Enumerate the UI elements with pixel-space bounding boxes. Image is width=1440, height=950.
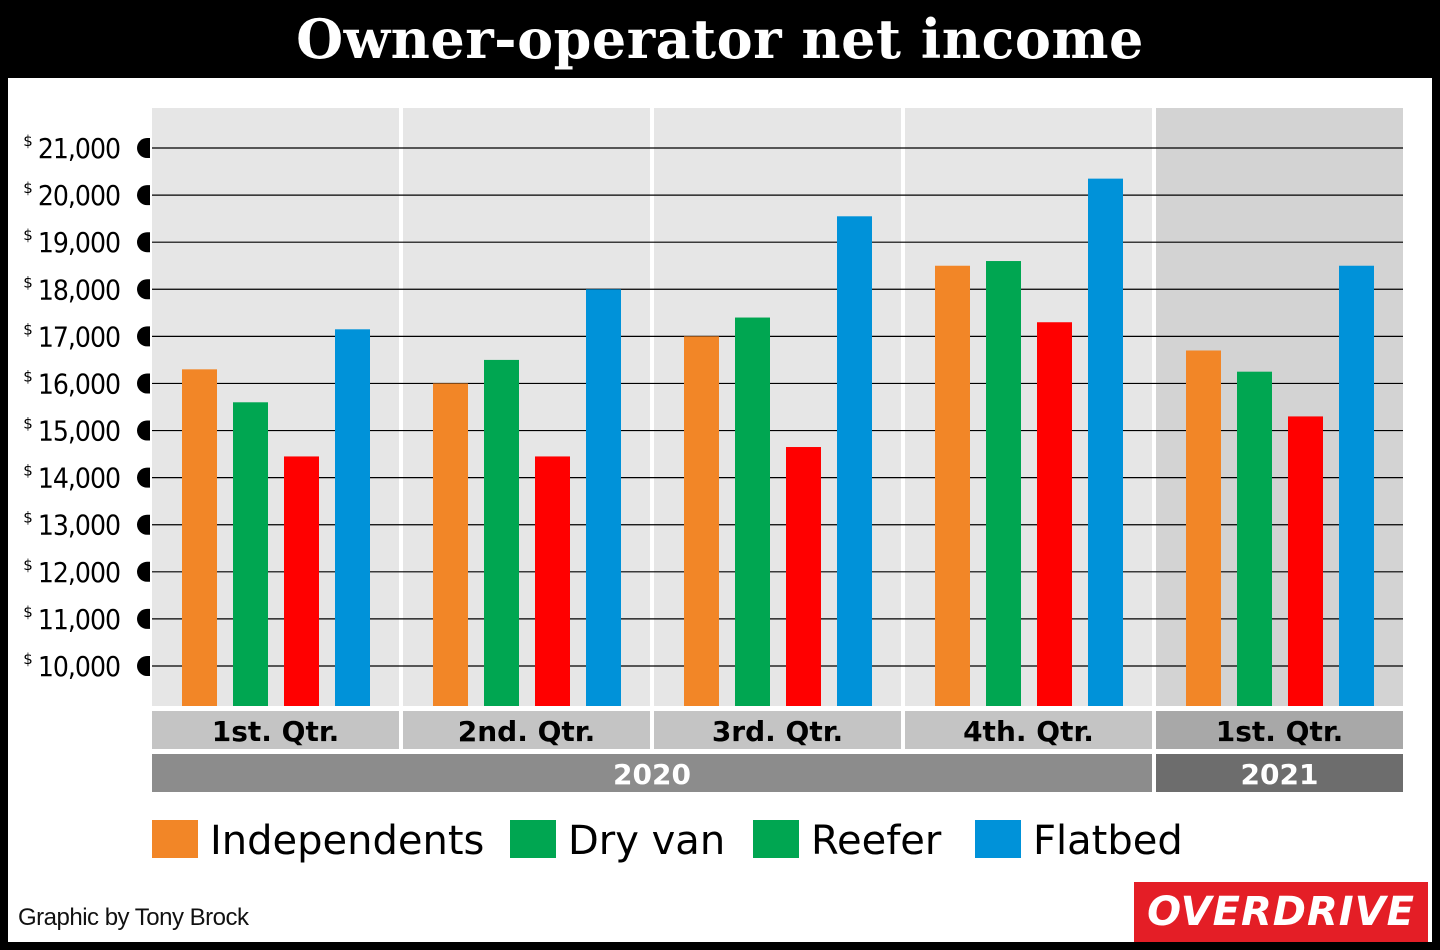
bars: [182, 178, 1374, 707]
y-tick-marker: [137, 514, 150, 535]
bar-flatbed: [1088, 178, 1123, 706]
quarter-label-bg: [152, 711, 399, 749]
quarter-label: 1st. Qtr.: [1216, 715, 1344, 748]
y-tick-label: 17,000: [38, 320, 120, 353]
x-axis: 1st. Qtr. 2nd. Qtr. 3rd. Qtr. 4th. Qtr. 1st.…: [152, 711, 1403, 792]
bar-independents: [1186, 350, 1221, 706]
y-tick-currency: $: [23, 273, 33, 291]
y-axis: 10,000 $11,000 $12,000 $13,000 $14,000 $15,00…: [23, 132, 150, 683]
y-tick-currency: $: [23, 415, 33, 433]
bar-dry-van: [233, 402, 268, 706]
bar-reefer: [1037, 322, 1072, 706]
legend-swatch: [510, 820, 556, 858]
y-tick-marker: [137, 467, 150, 488]
quarter-label-bg: [654, 711, 901, 749]
legend-label: Reefer: [811, 818, 942, 864]
quarter-label-bg: [905, 711, 1152, 749]
bar-dry-van: [735, 317, 770, 706]
legend-label: Dry van: [568, 818, 725, 864]
y-tick-marker: [137, 655, 150, 676]
bar-dry-van: [986, 261, 1021, 706]
bar-flatbed: [335, 329, 370, 706]
chart-title: Owner-operator net income: [296, 7, 1144, 71]
quarter-label: 1st. Qtr.: [212, 715, 340, 748]
bar-reefer: [1288, 416, 1323, 706]
y-tick-marker: [137, 326, 150, 347]
y-tick-marker: [137, 561, 150, 582]
quarter-label: 2nd. Qtr.: [458, 715, 595, 748]
y-tick-label: 11,000: [38, 603, 120, 636]
legend-label: Flatbed: [1033, 818, 1183, 864]
quarter-label: 3rd. Qtr.: [712, 715, 843, 748]
y-tick-label: 21,000: [38, 132, 120, 165]
bar-reefer: [786, 447, 821, 706]
y-tick-marker: [137, 420, 150, 441]
legend-swatch: [975, 820, 1021, 858]
y-tick-label: 14,000: [38, 462, 120, 495]
y-tick-currency: $: [23, 132, 33, 150]
bar-independents: [935, 265, 970, 706]
y-tick-currency: $: [23, 650, 33, 668]
quarter-label-bg: [1156, 711, 1403, 749]
bar-flatbed: [586, 289, 621, 706]
bar-dry-van: [1237, 371, 1272, 706]
y-tick-marker: [137, 138, 150, 159]
y-tick-label: 16,000: [38, 367, 120, 400]
y-tick-currency: $: [23, 367, 33, 385]
y-tick-currency: $: [23, 603, 33, 621]
y-tick-currency: $: [23, 320, 33, 338]
quarter-label-bg: [403, 711, 650, 749]
y-tick-currency: $: [23, 462, 33, 480]
y-tick-label: 10,000: [38, 650, 120, 683]
bar-flatbed: [837, 216, 872, 707]
y-tick-label: 20,000: [38, 179, 120, 212]
year-label: 2021: [1241, 758, 1319, 791]
quarter-label: 4th. Qtr.: [963, 715, 1094, 748]
bar-independents: [182, 369, 217, 706]
y-tick-marker: [137, 373, 150, 394]
bar-flatbed: [1339, 265, 1374, 706]
overdrive-logo: OVERDRIVE: [1134, 882, 1428, 942]
bar-dry-van: [484, 359, 519, 706]
year-label-bg: [1156, 754, 1403, 792]
year-label-bg: [152, 754, 1152, 792]
y-tick-label: 18,000: [38, 273, 120, 306]
y-tick-marker: [137, 279, 150, 300]
y-tick-currency: $: [23, 509, 33, 527]
y-tick-label: 12,000: [38, 556, 120, 589]
y-tick-label: 13,000: [38, 509, 120, 542]
legend-swatch: [152, 820, 198, 858]
y-tick-marker: [137, 232, 150, 253]
legend: Independents Dry van Reefer Flatbed: [152, 818, 1183, 864]
bar-reefer: [535, 456, 570, 706]
y-tick-label: 19,000: [38, 226, 120, 259]
y-tick-currency: $: [23, 226, 33, 244]
y-tick-currency: $: [23, 556, 33, 574]
y-tick-marker: [137, 185, 150, 206]
legend-label: Independents: [210, 818, 484, 864]
bar-independents: [433, 383, 468, 706]
bar-independents: [684, 336, 719, 706]
y-tick-currency: $: [23, 179, 33, 197]
legend-swatch: [753, 820, 799, 858]
bar-reefer: [284, 456, 319, 706]
y-tick-label: 15,000: [38, 415, 120, 448]
year-label: 2020: [613, 758, 691, 791]
credit-text: Graphic by Tony Brock: [18, 904, 249, 931]
y-tick-marker: [137, 608, 150, 629]
